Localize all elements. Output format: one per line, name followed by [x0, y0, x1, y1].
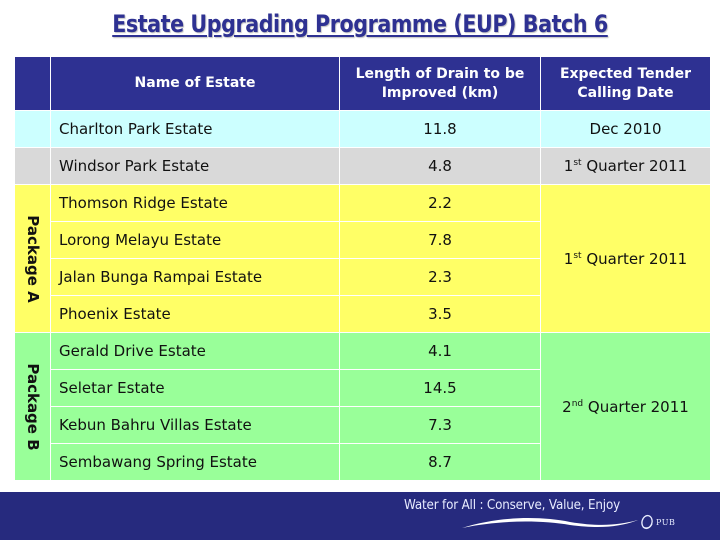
estate-name: Jalan Bunga Rampai Estate: [50, 258, 340, 296]
table-header-row: Name of Estate Length of Drain to be Imp…: [14, 56, 711, 111]
estate-name: Lorong Melayu Estate: [50, 221, 340, 259]
tender-date-text: Dec 2010: [589, 120, 662, 138]
table-row: Windsor Park Estate 4.8 1st Quarter 2011: [14, 147, 711, 185]
estate-name: Thomson Ridge Estate: [50, 184, 340, 222]
tender-date-ordinal: 1: [563, 249, 574, 268]
tender-date-ordinal: 2: [562, 397, 572, 416]
tender-date: Dec 2010: [540, 110, 711, 148]
package-a-tender-date: 1st Quarter 2011: [540, 184, 711, 333]
header-drain-length: Length of Drain to be Improved (km): [339, 56, 541, 111]
estate-name: Phoenix Estate: [50, 295, 340, 333]
tender-date-text: Quarter 2011: [583, 397, 689, 416]
drain-length: 7.3: [339, 406, 541, 444]
tender-date-text: Quarter 2011: [581, 157, 688, 175]
header-estate-name: Name of Estate: [50, 56, 340, 111]
pub-logo-text: PUB: [656, 517, 676, 527]
estate-name: Seletar Estate: [50, 369, 340, 407]
estate-name: Windsor Park Estate: [50, 147, 340, 185]
table-row: Package B Gerald Drive Estate 4.1 2nd Qu…: [14, 332, 711, 481]
estate-name: Charlton Park Estate: [50, 110, 340, 148]
drain-length: 11.8: [339, 110, 541, 148]
estate-name: Kebun Bahru Villas Estate: [50, 406, 340, 444]
table-row: Kebun Bahru Villas Estate 7.3: [15, 406, 711, 444]
tender-date-suffix: st: [573, 158, 582, 168]
group-cell: [14, 147, 51, 185]
tender-date-ordinal: 1: [563, 157, 574, 175]
eup-batch-table: Name of Estate Length of Drain to be Imp…: [14, 56, 711, 481]
estate-name: Gerald Drive Estate: [50, 332, 340, 370]
table-row: Seletar Estate 14.5: [15, 369, 711, 407]
drain-length: 14.5: [339, 369, 541, 407]
footer-slogan: Water for All : Conserve, Value, Enjoy: [404, 498, 620, 513]
table-row: Lorong Melayu Estate 7.8: [15, 221, 711, 259]
tender-date-suffix: nd: [571, 398, 584, 409]
package-b-label: Package B: [23, 362, 42, 451]
drain-length: 4.8: [339, 147, 541, 185]
wave-swoosh-icon: [462, 518, 638, 528]
header-group: [14, 56, 51, 111]
package-a-label: Package A: [23, 214, 42, 303]
tender-date-text: Quarter 2011: [581, 249, 688, 268]
tender-date: 1st Quarter 2011: [540, 147, 711, 185]
package-b-tender-date: 2nd Quarter 2011: [540, 332, 711, 481]
drain-length: 7.8: [339, 221, 541, 259]
header-tender-date: Expected Tender Calling Date: [540, 56, 711, 111]
table-row: Sembawang Spring Estate 8.7: [15, 443, 711, 481]
pub-droplet-icon: [641, 514, 653, 530]
table-row: Phoenix Estate 3.5: [15, 295, 711, 333]
table-row: Charlton Park Estate 11.8 Dec 2010: [14, 110, 711, 148]
group-cell: [14, 110, 51, 148]
drain-length: 2.2: [339, 184, 541, 222]
tender-date-suffix: st: [573, 250, 582, 261]
table-row: Package A Thomson Ridge Estate 2.2 1st Q…: [14, 184, 711, 333]
drain-length: 8.7: [339, 443, 541, 481]
package-a-cell: Package A: [14, 184, 51, 333]
footer-bar: Water for All : Conserve, Value, Enjoy P…: [0, 492, 720, 540]
page-title: Estate Upgrading Programme (EUP) Batch 6: [112, 10, 608, 38]
drain-length: 3.5: [339, 295, 541, 333]
drain-length: 4.1: [339, 332, 541, 370]
drain-length: 2.3: [339, 258, 541, 296]
package-b-cell: Package B: [14, 332, 51, 481]
pub-logo: PUB: [640, 514, 675, 530]
estate-name: Sembawang Spring Estate: [50, 443, 340, 481]
